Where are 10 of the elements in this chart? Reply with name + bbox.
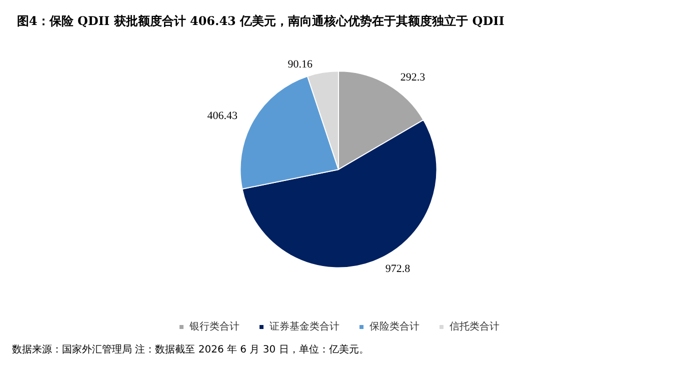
- legend-label: 保险类合计: [370, 320, 420, 332]
- source-note: 数据来源：国家外汇管理局 注：数据截至 2026 年 6 月 30 日，单位：亿美元。: [12, 344, 369, 356]
- data-label: 972.8: [385, 262, 411, 275]
- chart-title: 图4：保险 QDII 获批额度合计 406.43 亿美元，南向通核心优势在于其额度独立于 QDII: [17, 14, 505, 28]
- legend-label: 信托类合计: [450, 320, 500, 332]
- data-label: 406.43: [207, 110, 238, 122]
- legend-label: 银行类合计: [188, 320, 240, 332]
- legend-label: 证券基金类合计: [270, 320, 340, 332]
- data-label: 90.16: [288, 58, 313, 71]
- data-label: 292.3: [400, 71, 426, 84]
